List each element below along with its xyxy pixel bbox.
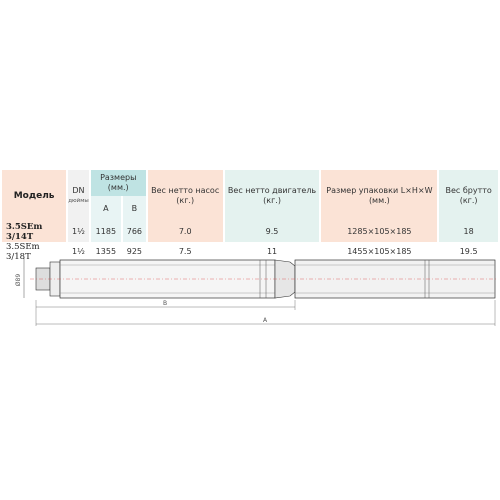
table-row: 3.5SEm 3/14T 1½ 1185 766 7.0 9.5 1285×10… — [2, 222, 498, 242]
cell-gross: 18 — [439, 222, 498, 242]
header-package: Размер упаковки L×H×W (мм.) — [321, 170, 438, 222]
cell-model: 3.5SEm 3/14T — [2, 222, 67, 242]
header-pump-weight: Вес нетто насос (кг.) — [147, 170, 223, 222]
cell-package: 1455×105×185 — [321, 242, 438, 262]
header-dn: DN дюймы — [68, 170, 89, 222]
header-model: Модель — [2, 170, 67, 222]
spec-table: Модель DN дюймы Размеры (мм.) Вес нетто … — [0, 170, 500, 262]
header-dn-unit: дюймы — [68, 198, 89, 204]
cell-a: 1185 — [90, 222, 121, 242]
cell-motor: 9.5 — [224, 222, 320, 242]
table-row: 3.5SEm 3/18T 1½ 1355 925 7.5 11 1455×105… — [2, 242, 498, 262]
cell-pump: 7.0 — [147, 222, 223, 242]
pump-drawing: Ø89 DN B A — [15, 258, 498, 326]
header-motor-weight: Вес нетто двигатель (кг.) — [224, 170, 320, 222]
cell-dn: 1½ — [68, 242, 89, 262]
cell-dn: 1½ — [68, 222, 89, 242]
cell-a: 1355 — [90, 242, 121, 262]
header-b: B — [123, 196, 146, 222]
header-sizes: Размеры (мм.) — [90, 170, 146, 196]
dim-b-label: B — [163, 300, 167, 307]
cell-model: 3.5SEm 3/18T — [2, 242, 67, 262]
dim-a-label: A — [263, 317, 268, 324]
cell-package: 1285×105×185 — [321, 222, 438, 242]
header-a: A — [90, 196, 121, 222]
cell-b: 925 — [123, 242, 146, 262]
cell-pump: 7.5 — [147, 242, 223, 262]
cell-b: 766 — [123, 222, 146, 242]
cell-gross: 19.5 — [439, 242, 498, 262]
dim-diameter-label: Ø89 — [15, 274, 22, 287]
header-gross: Вес брутто (кг.) — [439, 170, 498, 222]
header-dn-label: DN — [72, 186, 85, 195]
cell-motor: 11 — [224, 242, 320, 262]
